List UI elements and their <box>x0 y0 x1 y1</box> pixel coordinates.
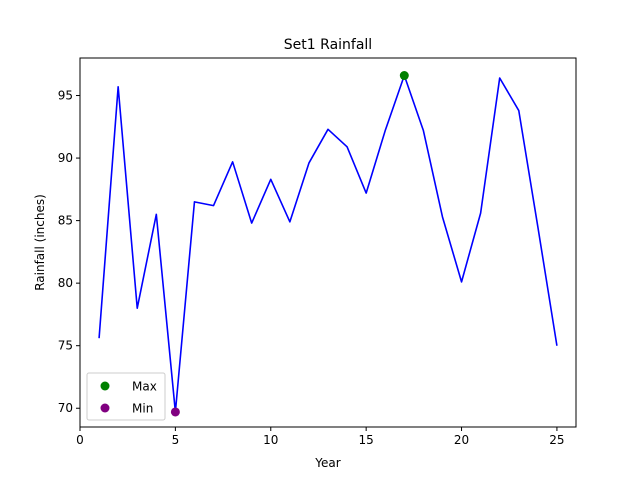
y-tick-label: 90 <box>58 151 73 165</box>
y-axis-label: Rainfall (inches) <box>33 194 47 291</box>
y-tick-label: 80 <box>58 276 73 290</box>
x-tick-label: 25 <box>549 433 564 447</box>
x-tick-label: 0 <box>76 433 84 447</box>
y-axis-ticks: 70 75 80 85 90 95 <box>58 89 80 415</box>
plot-frame <box>79 57 577 428</box>
chart-title: Set1 Rainfall <box>284 37 372 53</box>
min-marker <box>170 407 180 417</box>
y-tick-label: 75 <box>58 339 73 353</box>
x-axis-label: Year <box>314 456 340 470</box>
marker-group <box>170 71 409 417</box>
legend-max-swatch <box>100 381 110 391</box>
x-tick-label: 10 <box>263 433 278 447</box>
x-tick-label: 15 <box>359 433 374 447</box>
x-tick-label: 20 <box>454 433 469 447</box>
legend-min-label: Min <box>132 402 153 416</box>
legend-min-swatch <box>100 403 110 413</box>
max-marker <box>399 71 409 81</box>
y-tick-label: 95 <box>58 89 73 103</box>
x-tick-label: 5 <box>172 433 180 447</box>
legend: Max Min <box>86 372 166 421</box>
plot-area <box>80 58 576 427</box>
y-tick-label: 85 <box>58 214 73 228</box>
legend-max-label: Max <box>132 380 157 394</box>
y-tick-label: 70 <box>58 401 73 415</box>
legend-items: Max Min <box>100 380 157 416</box>
x-axis-ticks: 0 5 10 15 20 25 <box>76 427 565 447</box>
